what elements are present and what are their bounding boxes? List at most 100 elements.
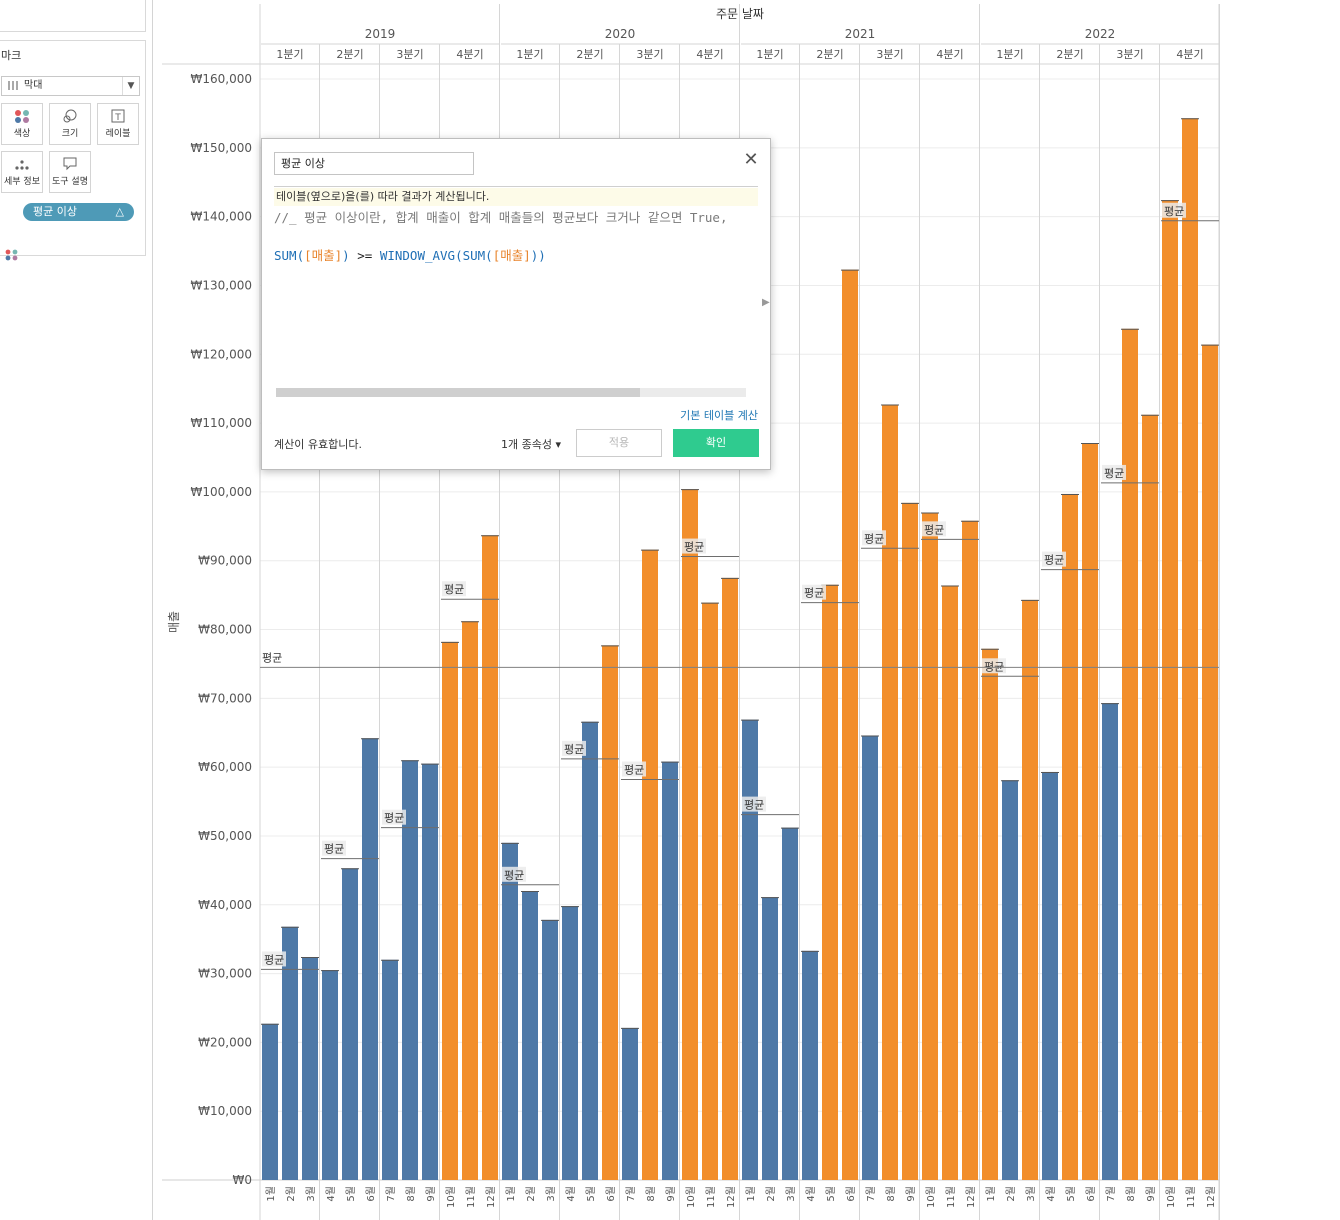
y-tick-label: ₩130,000 — [191, 278, 253, 292]
month-label: 11월 — [945, 1186, 957, 1208]
bar — [1022, 599, 1038, 1180]
y-tick-label: ₩30,000 — [198, 967, 252, 981]
color-button[interactable]: 색상 — [1, 103, 43, 145]
reference-label-bg — [862, 530, 886, 546]
reference-label-bg — [742, 796, 766, 812]
month-label: 12월 — [1205, 1186, 1217, 1208]
month-label: 12월 — [485, 1186, 497, 1208]
quarter-label: 2분기 — [336, 48, 363, 61]
bar — [982, 648, 998, 1180]
quarter-label: 3분기 — [1116, 48, 1143, 61]
size-button[interactable]: 크기 — [49, 103, 91, 145]
color-button-label: 색상 — [13, 129, 31, 139]
quarter-average-label: 평균 — [744, 799, 764, 812]
bar — [1102, 703, 1118, 1180]
bar — [522, 890, 538, 1180]
month-label: 7월 — [625, 1186, 637, 1202]
bar — [342, 868, 358, 1180]
field-pill-above-average[interactable]: 평균 이상 △ — [23, 203, 134, 221]
close-icon[interactable]: ✕ — [743, 149, 759, 170]
month-label: 4월 — [565, 1186, 577, 1202]
bar — [642, 549, 658, 1180]
size-button-label: 크기 — [61, 129, 79, 139]
year-label: 2020 — [605, 27, 636, 41]
month-label: 12월 — [965, 1186, 977, 1208]
default-table-calc-link[interactable]: 기본 테이블 계산 — [680, 409, 758, 422]
month-label: 9월 — [665, 1186, 677, 1202]
expand-arrow-icon[interactable]: ▶ — [762, 297, 770, 308]
formula-comment[interactable]: //_ 평균 이상이란, 합계 매출이 합계 매출들의 평균보다 크거나 같으면… — [274, 210, 728, 225]
ok-button[interactable]: 확인 — [673, 429, 759, 457]
month-label: 5월 — [825, 1186, 837, 1202]
formula-field-2: [매출] — [492, 248, 531, 263]
quarter-average-label: 평균 — [1044, 554, 1064, 567]
month-label: 6월 — [1085, 1186, 1097, 1202]
reference-label-bg — [322, 840, 346, 856]
field-pill-label: 평균 이상 — [33, 205, 77, 218]
apply-button[interactable]: 적용 — [576, 429, 662, 457]
validation-message: 계산이 유효합니다. — [274, 438, 362, 451]
bar — [302, 957, 318, 1180]
formula-func: SUM( — [274, 248, 305, 263]
month-label: 8월 — [885, 1186, 897, 1202]
dependencies-dropdown[interactable]: 1개 종속성 ▾ — [501, 438, 561, 451]
compute-note: 테이블(옆으로)을(를) 따라 결과가 계산됩니다. — [274, 188, 758, 206]
bar — [1042, 771, 1058, 1180]
quarter-average-label: 평균 — [924, 523, 944, 536]
reference-label-bg — [682, 538, 706, 554]
tooltip-button[interactable]: 도구 설명 — [49, 151, 91, 193]
month-label: 2월 — [285, 1186, 297, 1202]
reference-label-bg — [922, 521, 946, 537]
marks-card: 마크 막대 ▼ 색상 크기 T 레이블 세부 정보 — [0, 40, 146, 261]
bar — [802, 950, 818, 1180]
chevron-down-icon[interactable]: ▼ — [122, 77, 139, 95]
scrollbar-thumb[interactable] — [276, 388, 640, 397]
month-label: 6월 — [365, 1186, 377, 1202]
label-button[interactable]: T 레이블 — [97, 103, 139, 145]
quarter-average-label: 평균 — [504, 869, 524, 882]
horizontal-scrollbar[interactable] — [276, 388, 746, 397]
bar — [822, 584, 838, 1180]
quarter-label: 3분기 — [876, 48, 903, 61]
top-card — [0, 0, 146, 32]
bar — [442, 641, 458, 1180]
month-label: 4월 — [325, 1186, 337, 1202]
bar — [262, 1023, 278, 1180]
detail-button[interactable]: 세부 정보 — [1, 151, 43, 193]
reference-label-bg — [622, 761, 646, 777]
calc-name-input[interactable]: 평균 이상 — [274, 152, 474, 175]
label-icon: T — [98, 104, 138, 126]
quarter-average-label: 평균 — [624, 764, 644, 777]
bar — [882, 404, 898, 1180]
bar — [742, 719, 758, 1180]
bar — [562, 906, 578, 1180]
y-tick-label: ₩90,000 — [198, 554, 252, 568]
bar — [322, 970, 338, 1180]
formula-line[interactable]: SUM([매출]) >= WINDOW_AVG(SUM([매출])) — [274, 245, 546, 264]
bar — [662, 761, 678, 1180]
quarter-label: 3분기 — [396, 48, 423, 61]
month-label: 7월 — [865, 1186, 877, 1202]
bar — [1202, 344, 1218, 1181]
month-label: 5월 — [345, 1186, 357, 1202]
y-tick-label: ₩70,000 — [198, 691, 252, 705]
reference-label-bg — [382, 809, 406, 825]
month-label: 5월 — [1065, 1186, 1077, 1202]
bar — [1062, 493, 1078, 1181]
mark-type-dropdown[interactable]: 막대 ▼ — [1, 76, 140, 96]
detail-button-label: 세부 정보 — [4, 177, 40, 187]
month-label: 1월 — [745, 1186, 757, 1202]
label-button-label: 레이블 — [105, 129, 131, 139]
y-tick-label: ₩140,000 — [191, 210, 253, 224]
bar — [942, 585, 958, 1180]
month-label: 10월 — [925, 1186, 937, 1208]
reference-label-bg — [262, 951, 286, 967]
marks-title: 마크 — [1, 49, 22, 62]
year-label: 2021 — [845, 27, 876, 41]
bar — [482, 535, 498, 1180]
marks-panel: 마크 막대 ▼ 색상 크기 T 레이블 세부 정보 — [0, 0, 153, 1220]
month-label: 11월 — [705, 1186, 717, 1208]
bar — [1082, 443, 1098, 1180]
quarter-label: 1분기 — [996, 48, 1023, 61]
month-label: 1월 — [265, 1186, 277, 1202]
